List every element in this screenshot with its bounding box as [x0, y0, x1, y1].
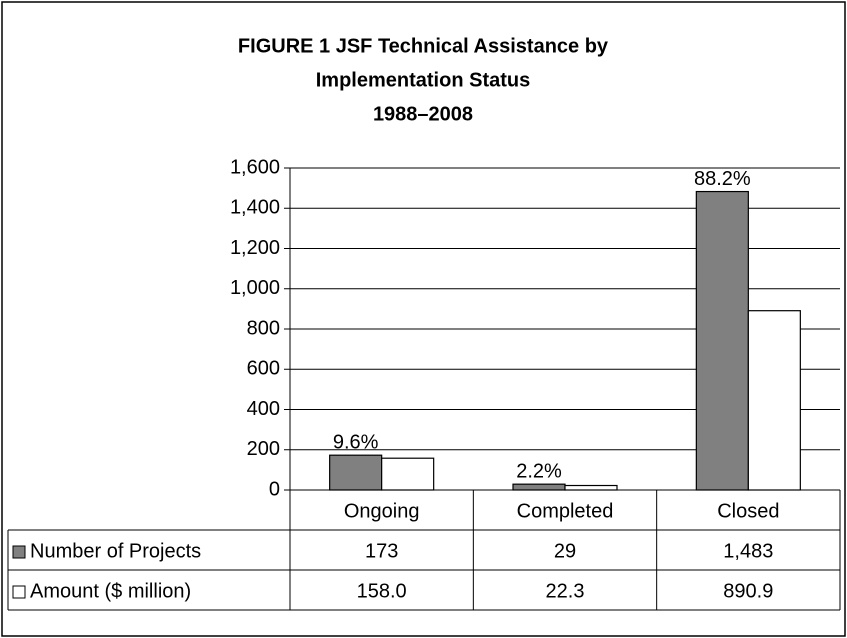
legend-swatch	[12, 585, 26, 599]
table-value: 173	[365, 540, 398, 562]
table-value: 22.3	[546, 580, 585, 602]
legend-swatch	[12, 545, 26, 559]
y-tick-label: 600	[247, 358, 280, 380]
table-value: 890.9	[723, 580, 773, 602]
y-tick-label: 1,000	[230, 277, 280, 299]
y-tick-label: 1,600	[230, 156, 280, 178]
x-tick-label: Closed	[717, 500, 779, 522]
legend-label: Amount ($ million)	[30, 580, 191, 602]
chart-title: Implementation Status	[316, 69, 530, 91]
bar	[747, 310, 801, 491]
legend-label: Number of Projects	[30, 540, 201, 562]
y-tick-label: 200	[247, 438, 280, 460]
bar	[695, 190, 749, 491]
y-tick-label: 1,400	[230, 197, 280, 219]
y-tick-label: 1,200	[230, 237, 280, 259]
bar	[381, 457, 435, 491]
bar	[512, 483, 566, 491]
x-tick-label: Ongoing	[344, 500, 420, 522]
chart-title: 1988–2008	[373, 103, 473, 125]
y-tick-label: 0	[269, 478, 280, 500]
bar	[329, 454, 383, 491]
chart-title: FIGURE 1 JSF Technical Assistance by	[238, 35, 609, 57]
y-tick-label: 800	[247, 317, 280, 339]
table-value: 158.0	[357, 580, 407, 602]
bar-annotation: 9.6%	[333, 431, 379, 453]
table-value: 29	[554, 540, 576, 562]
bar-annotation: 88.2%	[694, 168, 751, 190]
bar	[564, 484, 618, 491]
x-tick-label: Completed	[517, 500, 614, 522]
table-value: 1,483	[723, 540, 773, 562]
bar-annotation: 2.2%	[516, 460, 562, 482]
y-tick-label: 400	[247, 398, 280, 420]
